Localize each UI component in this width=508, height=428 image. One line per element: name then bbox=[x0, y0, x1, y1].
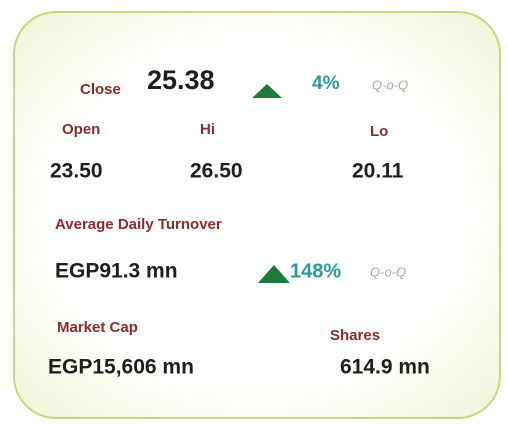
close-period: Q-o-Q bbox=[372, 77, 408, 92]
lo-value: 20.11 bbox=[352, 160, 404, 183]
market-cap-value: EGP15,606 mn bbox=[48, 356, 194, 379]
open-value: 23.50 bbox=[50, 160, 103, 183]
card-frame bbox=[13, 11, 501, 419]
up-arrow bbox=[258, 265, 290, 283]
shares-label: Shares bbox=[330, 327, 380, 344]
hi-value: 26.50 bbox=[190, 160, 243, 183]
hi-label: Hi bbox=[200, 121, 215, 138]
close-value: 25.38 bbox=[147, 65, 215, 95]
turnover-value: EGP91.3 mn bbox=[55, 260, 178, 283]
close-change: 4% bbox=[312, 73, 340, 94]
turnover-period: Q-o-Q bbox=[370, 264, 406, 279]
close-label: Close bbox=[80, 81, 121, 98]
market-cap-label: Market Cap bbox=[57, 319, 138, 336]
shares-value: 614.9 mn bbox=[340, 356, 430, 379]
open-label: Open bbox=[62, 121, 100, 138]
lo-label: Lo bbox=[370, 123, 388, 140]
up-arrow bbox=[252, 84, 282, 98]
turnover-change: 148% bbox=[290, 260, 341, 282]
turnover-label: Average Daily Turnover bbox=[55, 216, 222, 233]
